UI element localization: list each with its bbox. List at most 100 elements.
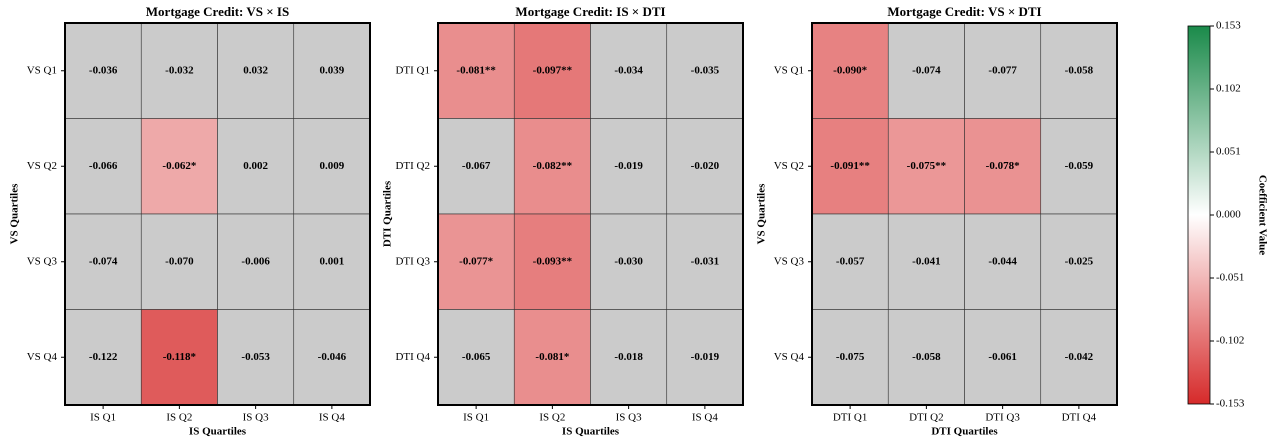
x-tick-label: IS Q1 bbox=[90, 412, 116, 424]
colorbar-tick-label: 0.153 bbox=[1216, 20, 1241, 32]
cell-label: -0.053 bbox=[241, 351, 270, 363]
cell-label: -0.078* bbox=[986, 160, 1020, 172]
cell-label: -0.019 bbox=[691, 351, 720, 363]
x-tick-label: IS Q4 bbox=[692, 412, 718, 424]
cell-label: -0.067 bbox=[462, 160, 491, 172]
panel-title: Mortgage Credit: IS × DTI bbox=[515, 4, 665, 19]
cell-label: 0.039 bbox=[320, 64, 345, 76]
panel-border bbox=[437, 22, 744, 406]
x-axis-label: IS Quartiles bbox=[189, 426, 247, 438]
cell-label: 0.001 bbox=[320, 255, 345, 267]
cell-label: -0.044 bbox=[988, 255, 1017, 267]
cell-label: 0.002 bbox=[243, 160, 268, 172]
x-tick-label: DTI Q4 bbox=[1062, 412, 1097, 424]
y-tick-label: VS Q3 bbox=[27, 255, 58, 267]
cell-label: -0.059 bbox=[1065, 160, 1094, 172]
x-axis-label: DTI Quartiles bbox=[931, 426, 998, 438]
heatmap-cell bbox=[887, 213, 965, 310]
cell-label: -0.030 bbox=[614, 255, 643, 267]
cell-label: -0.074 bbox=[89, 255, 118, 267]
cell-label: -0.081** bbox=[456, 64, 496, 76]
heatmap-cell bbox=[666, 213, 744, 310]
y-tick-label: VS Q4 bbox=[774, 351, 805, 363]
cell-label: -0.036 bbox=[89, 64, 118, 76]
colorbar-tick-label: -0.153 bbox=[1216, 398, 1245, 410]
cell-label: -0.077 bbox=[988, 64, 1017, 76]
heatmap-cell bbox=[513, 213, 591, 310]
y-tick-label: VS Q2 bbox=[27, 160, 57, 172]
heatmap-cell bbox=[887, 309, 965, 406]
x-tick-label: IS Q1 bbox=[463, 412, 489, 424]
heatmap-cell bbox=[1040, 22, 1118, 119]
heatmap-cell bbox=[293, 22, 371, 119]
cell-label: -0.032 bbox=[165, 64, 194, 76]
colorbar-tick-label: -0.051 bbox=[1216, 272, 1244, 284]
x-tick-label: DTI Q1 bbox=[833, 412, 868, 424]
cell-label: -0.077* bbox=[459, 255, 493, 267]
heatmap-cell bbox=[1040, 213, 1118, 310]
y-axis-label: VS Quartiles bbox=[9, 183, 21, 245]
cell-label: 0.032 bbox=[243, 64, 268, 76]
panel-title: Mortgage Credit: VS × IS bbox=[146, 4, 289, 19]
y-tick-label: VS Q2 bbox=[774, 160, 804, 172]
x-tick-label: IS Q2 bbox=[166, 412, 192, 424]
cell-label: -0.058 bbox=[1065, 64, 1094, 76]
heatmap-cell bbox=[666, 118, 744, 215]
x-tick-label: IS Q2 bbox=[539, 412, 565, 424]
heatmap-cell bbox=[964, 309, 1042, 406]
heatmap-cell bbox=[293, 118, 371, 215]
cell-label: -0.093** bbox=[533, 255, 573, 267]
heatmap-cell bbox=[140, 309, 218, 406]
panel-title: Mortgage Credit: VS × DTI bbox=[887, 4, 1041, 19]
cell-label: -0.090* bbox=[833, 64, 867, 76]
cell-label: -0.006 bbox=[241, 255, 270, 267]
colorbar-tick-label: -0.102 bbox=[1216, 335, 1244, 347]
heatmap-cell bbox=[1040, 118, 1118, 215]
heatmap-cell bbox=[64, 309, 142, 406]
heatmap-cell bbox=[64, 22, 142, 119]
cell-label: -0.025 bbox=[1065, 255, 1094, 267]
heatmap-cell bbox=[140, 118, 218, 215]
heatmap-cell bbox=[140, 22, 218, 119]
y-tick-label: DTI Q4 bbox=[395, 351, 430, 363]
heatmap-cell bbox=[887, 118, 965, 215]
cell-label: -0.082** bbox=[533, 160, 573, 172]
heatmap-cell bbox=[293, 213, 371, 310]
y-tick-label: VS Q1 bbox=[774, 64, 804, 76]
heatmap-cell bbox=[217, 309, 295, 406]
heatmap-cell bbox=[437, 22, 515, 119]
y-axis-label: DTI Quartiles bbox=[382, 180, 394, 247]
cell-label: -0.066 bbox=[89, 160, 118, 172]
cell-label: -0.018 bbox=[614, 351, 643, 363]
colorbar-label: Coefficient Value bbox=[1256, 175, 1268, 255]
heatmap-cell bbox=[590, 213, 668, 310]
heatmap-cell bbox=[964, 22, 1042, 119]
cell-label: -0.075** bbox=[907, 160, 947, 172]
panel-border bbox=[811, 22, 1118, 406]
x-axis-label: IS Quartiles bbox=[562, 426, 620, 438]
y-tick-label: VS Q4 bbox=[27, 351, 58, 363]
x-tick-label: IS Q4 bbox=[319, 412, 345, 424]
y-axis-label: VS Quartiles bbox=[756, 183, 768, 245]
y-tick-label: VS Q1 bbox=[27, 64, 57, 76]
heatmap-cell bbox=[666, 22, 744, 119]
heatmap-cell bbox=[64, 118, 142, 215]
heatmap-cell bbox=[437, 213, 515, 310]
cell-label: -0.074 bbox=[912, 64, 941, 76]
y-tick-label: VS Q3 bbox=[774, 255, 805, 267]
y-tick-label: DTI Q3 bbox=[395, 255, 430, 267]
cell-label: -0.118* bbox=[163, 351, 197, 363]
cell-label: -0.020 bbox=[691, 160, 720, 172]
heatmap-cell bbox=[513, 118, 591, 215]
colorbar bbox=[1187, 25, 1211, 405]
y-tick-label: DTI Q1 bbox=[395, 64, 430, 76]
heatmap-cell bbox=[513, 22, 591, 119]
heatmap-cell bbox=[590, 22, 668, 119]
cell-label: -0.081* bbox=[535, 351, 569, 363]
cell-label: -0.091** bbox=[830, 160, 870, 172]
cell-label: -0.031 bbox=[691, 255, 719, 267]
cell-label: -0.075 bbox=[836, 351, 865, 363]
colorbar-tick-label: 0.102 bbox=[1216, 83, 1241, 95]
cell-label: -0.042 bbox=[1065, 351, 1094, 363]
